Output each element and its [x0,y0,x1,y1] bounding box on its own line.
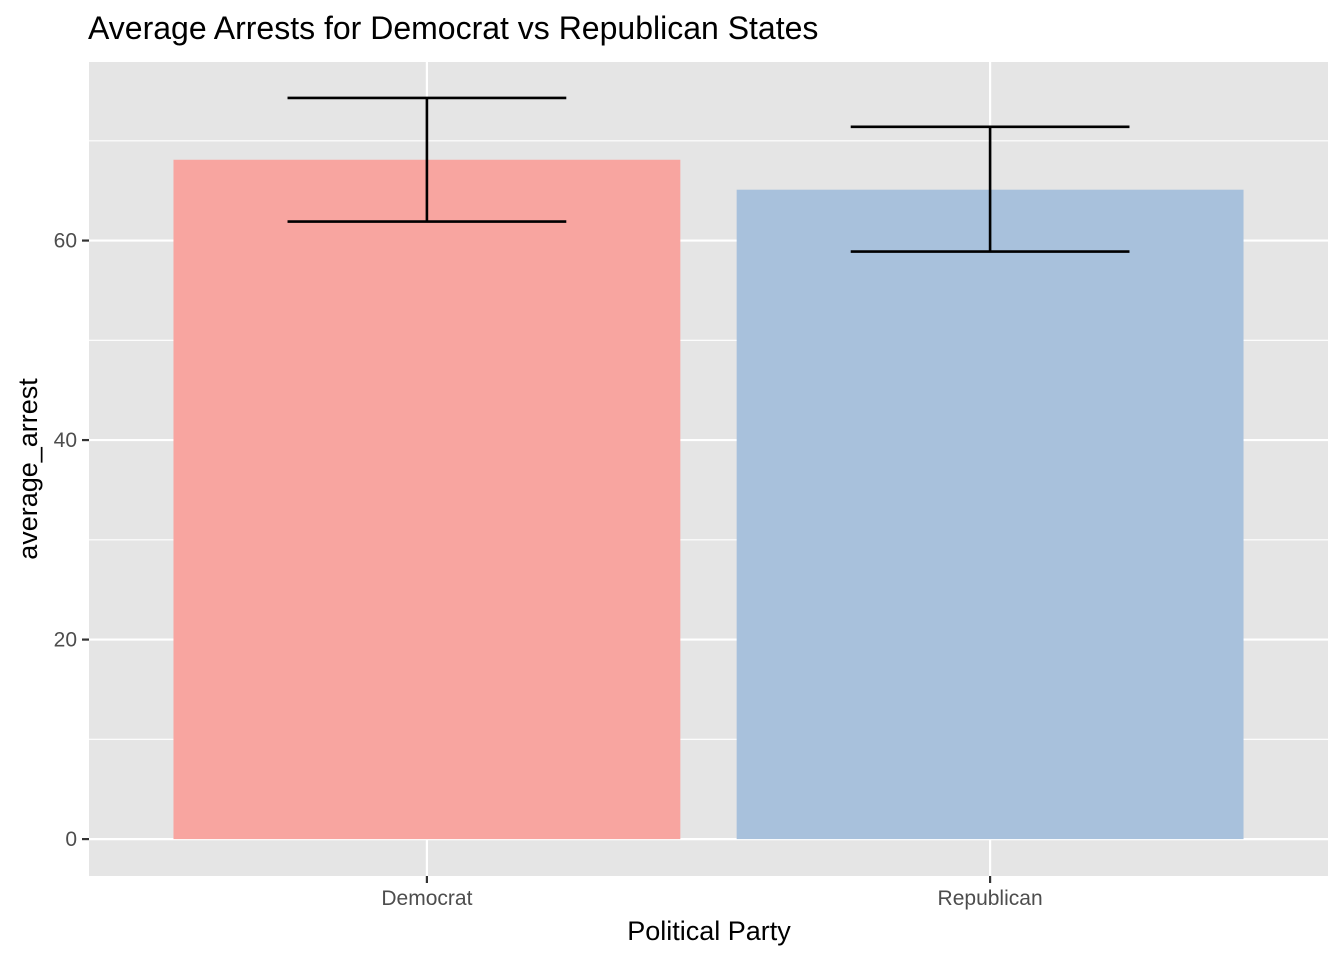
x-tick-label: Republican [938,887,1043,910]
y-axis: 0 20 40 60 [54,230,89,852]
y-tick-label: 40 [54,429,77,452]
chart-title: Average Arrests for Democrat vs Republic… [88,10,818,46]
y-tick-label: 20 [54,629,77,652]
y-tick-label: 60 [54,230,77,253]
x-axis: Democrat Republican [381,876,1042,910]
bar-republican [737,190,1244,839]
y-axis-title: average_arrest [13,378,43,560]
y-tick-label: 0 [65,828,77,851]
x-tick-label: Democrat [381,887,472,910]
x-axis-title: Political Party [627,916,791,946]
bar-democrat [173,160,680,839]
